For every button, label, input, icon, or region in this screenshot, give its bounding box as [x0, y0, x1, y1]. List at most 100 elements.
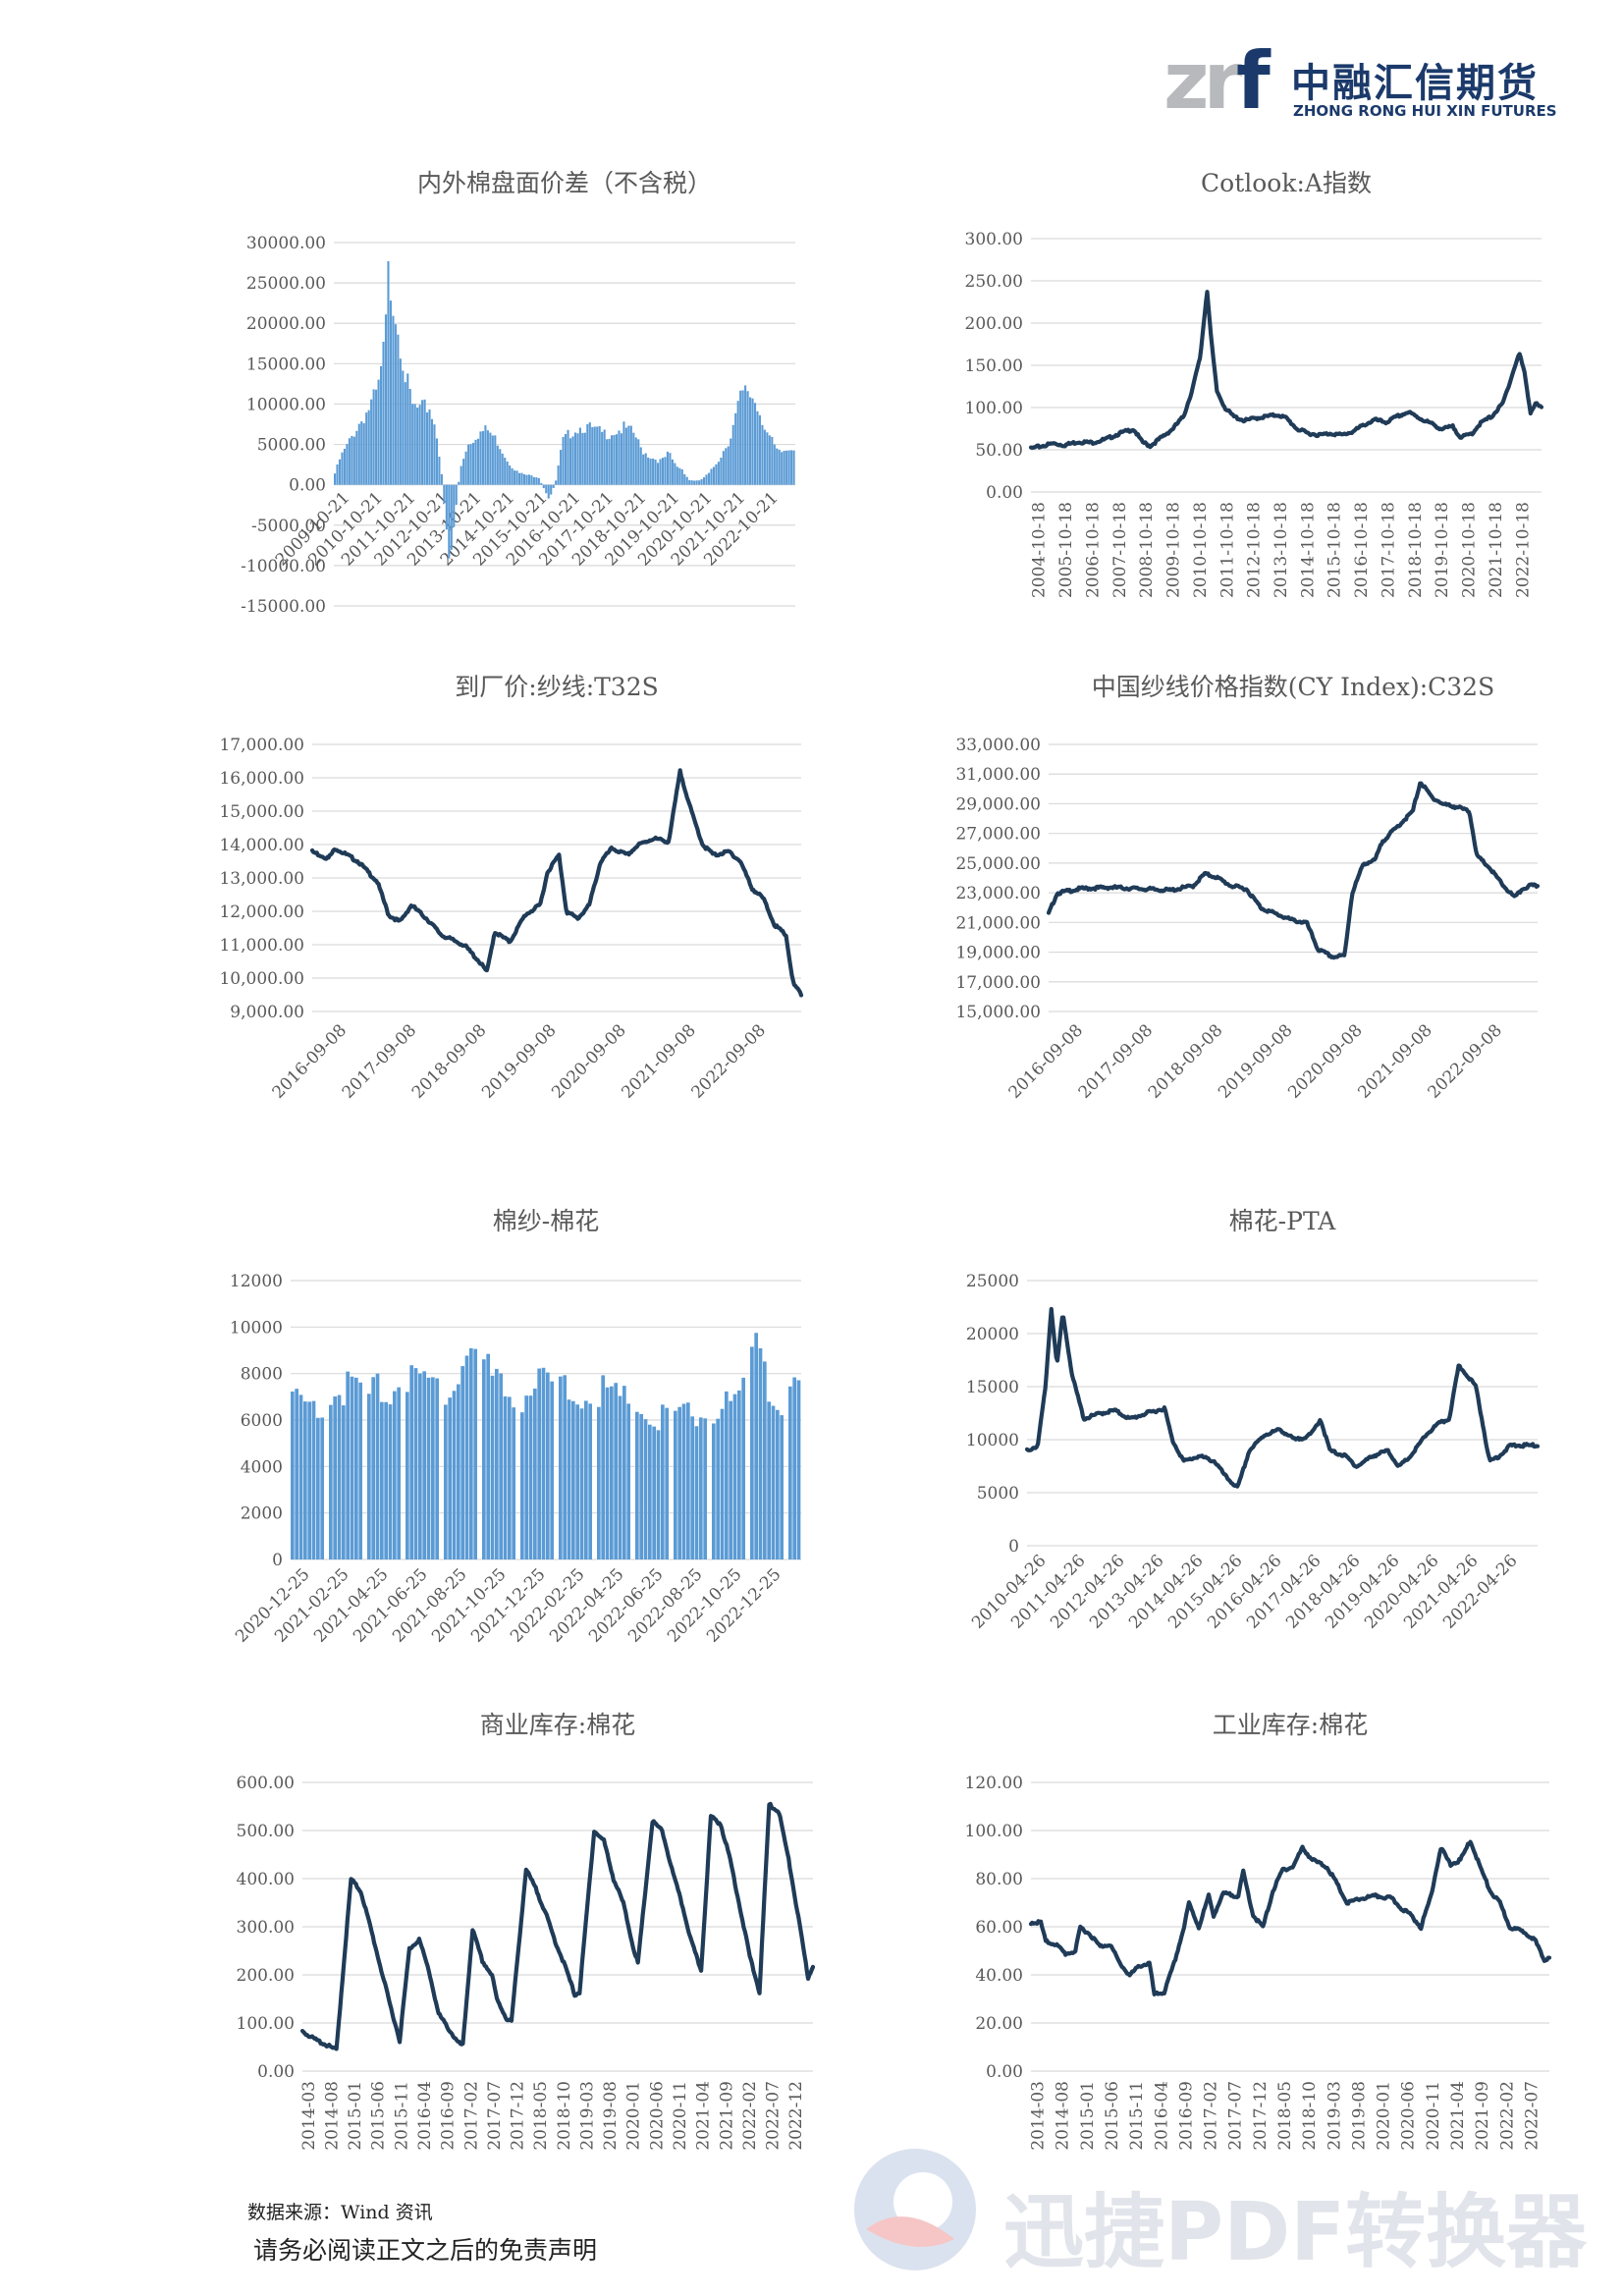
bar — [518, 472, 521, 485]
bar — [736, 401, 739, 485]
bar — [591, 427, 594, 485]
x-tick-label: 2020-11 — [1424, 2081, 1443, 2151]
y-tick-label: 12000 — [230, 1272, 283, 1291]
x-tick-label: 2018-09-08 — [1145, 1020, 1226, 1102]
y-tick-label: 50.00 — [975, 441, 1023, 461]
chart-industrial-inventory: 工业库存:棉花 120.00 100.00 80.00 60.00 40.00 20.00 0… — [933, 1704, 1561, 2165]
bar — [649, 459, 652, 485]
bar — [423, 399, 426, 485]
bar — [624, 427, 627, 485]
bar — [467, 444, 470, 485]
y-tick-label: 15,000.00 — [955, 1003, 1041, 1022]
y-tick-label: 30000.00 — [246, 234, 326, 253]
x-tick-label: 2021-04 — [694, 2081, 714, 2151]
bar — [730, 438, 732, 485]
y-tick-label: 2000 — [241, 1504, 283, 1524]
bar — [541, 1367, 546, 1559]
bar — [611, 435, 614, 485]
c7-svg: 商业库存:棉花 600.00 500.00 400.00 300.00 200.00 100… — [237, 1711, 816, 2151]
y-tick-label: 120.00 — [965, 1774, 1023, 1793]
x-tick-label: 2022-09-08 — [688, 1020, 770, 1102]
bar — [520, 472, 523, 485]
x-tick-label: 2020-01 — [624, 2081, 644, 2151]
bar — [703, 477, 706, 485]
x-tick-label: 2020-06 — [1399, 2081, 1419, 2151]
bar — [473, 1348, 478, 1559]
bar — [767, 1401, 772, 1559]
x-tick-label: 2019-08 — [1349, 2081, 1369, 2151]
chart-title: 工业库存:棉花 — [1213, 1711, 1368, 1739]
bar — [722, 451, 725, 485]
y-tick-label: 40.00 — [975, 1966, 1023, 1986]
bar — [787, 450, 790, 485]
bar — [512, 1407, 516, 1559]
bar — [717, 462, 720, 485]
bar — [656, 1430, 661, 1559]
x-tick-label: 2016-10-18 — [1352, 502, 1372, 598]
y-tick-label: 10000 — [966, 1431, 1019, 1450]
bar — [530, 475, 533, 485]
bar — [695, 480, 698, 485]
bar — [753, 403, 757, 485]
bar — [479, 431, 482, 485]
bar — [575, 1404, 580, 1559]
chart-title: 棉纱-棉花 — [493, 1207, 599, 1235]
bar — [605, 1387, 610, 1559]
bar — [462, 459, 465, 485]
bar — [568, 438, 572, 485]
x-tick-label: 2011-10-18 — [1217, 502, 1237, 598]
x-tick-label: 2016-04 — [415, 2081, 435, 2151]
x-tick-label: 2013-10-18 — [1271, 502, 1291, 598]
bar — [525, 474, 528, 485]
bar — [397, 334, 400, 485]
bar — [455, 484, 458, 506]
bar — [494, 435, 497, 485]
x-tick-label: 2015-11 — [1127, 2081, 1147, 2151]
bar — [776, 1409, 780, 1559]
bar — [457, 1384, 460, 1559]
y-tick-label: 29,000.00 — [955, 794, 1041, 814]
x-tick-label: 2005-10-18 — [1056, 502, 1076, 598]
bar — [350, 1376, 354, 1559]
x-tick-label: 2010-10-18 — [1191, 502, 1211, 598]
y-tick-label: 80.00 — [975, 1870, 1023, 1889]
bar — [365, 412, 368, 485]
bar — [685, 476, 688, 485]
bar — [579, 1408, 584, 1559]
bar — [690, 1416, 695, 1559]
watermark: 迅捷PDF转换器 — [846, 2141, 1593, 2279]
x-tick-label: 2015-06 — [1103, 2081, 1122, 2151]
bar — [647, 457, 650, 485]
bar — [511, 467, 514, 485]
bar — [586, 423, 589, 485]
bar — [756, 410, 759, 485]
company-logo: zrf 中融汇信期货 ZHONG RONG HUI XIN FUTURES — [1163, 37, 1557, 126]
bar — [559, 1376, 563, 1559]
bar — [367, 410, 370, 485]
y-tick-label: 600.00 — [237, 1774, 295, 1793]
c3-svg: 到厂价:纱线:T32S 17,000.00 16,000.00 15,000.00 14… — [219, 673, 804, 1103]
bar — [648, 1424, 652, 1559]
y-tick-label: 9,000.00 — [230, 1003, 304, 1022]
chart-cotton-minus-pta: 棉花-PTA 25000 20000 15000 10000 5000 0 2010-04-2… — [933, 1200, 1561, 1662]
chart-title: 到厂价:纱线:T32S — [455, 673, 658, 701]
y-tick-label: 5000.00 — [257, 436, 326, 456]
bar — [715, 464, 718, 485]
x-tick-label: 2014-10-18 — [1298, 502, 1318, 598]
bar — [346, 444, 349, 485]
y-tick-label: -15000.00 — [241, 597, 326, 617]
x-tick-label: 2016-04 — [1152, 2081, 1171, 2151]
bar — [618, 430, 621, 485]
x-tick-label: 2019-03 — [1325, 2081, 1344, 2151]
bar — [377, 379, 380, 485]
bar — [712, 466, 715, 485]
bar — [639, 447, 642, 485]
bar — [495, 1368, 499, 1559]
bar — [693, 480, 696, 485]
bar — [496, 445, 499, 485]
y-tick-label: 20000 — [966, 1325, 1019, 1344]
bar — [316, 1417, 320, 1559]
x-tick-label: 2022-09-08 — [1425, 1020, 1506, 1102]
bar — [622, 1386, 626, 1559]
bar — [671, 459, 674, 485]
